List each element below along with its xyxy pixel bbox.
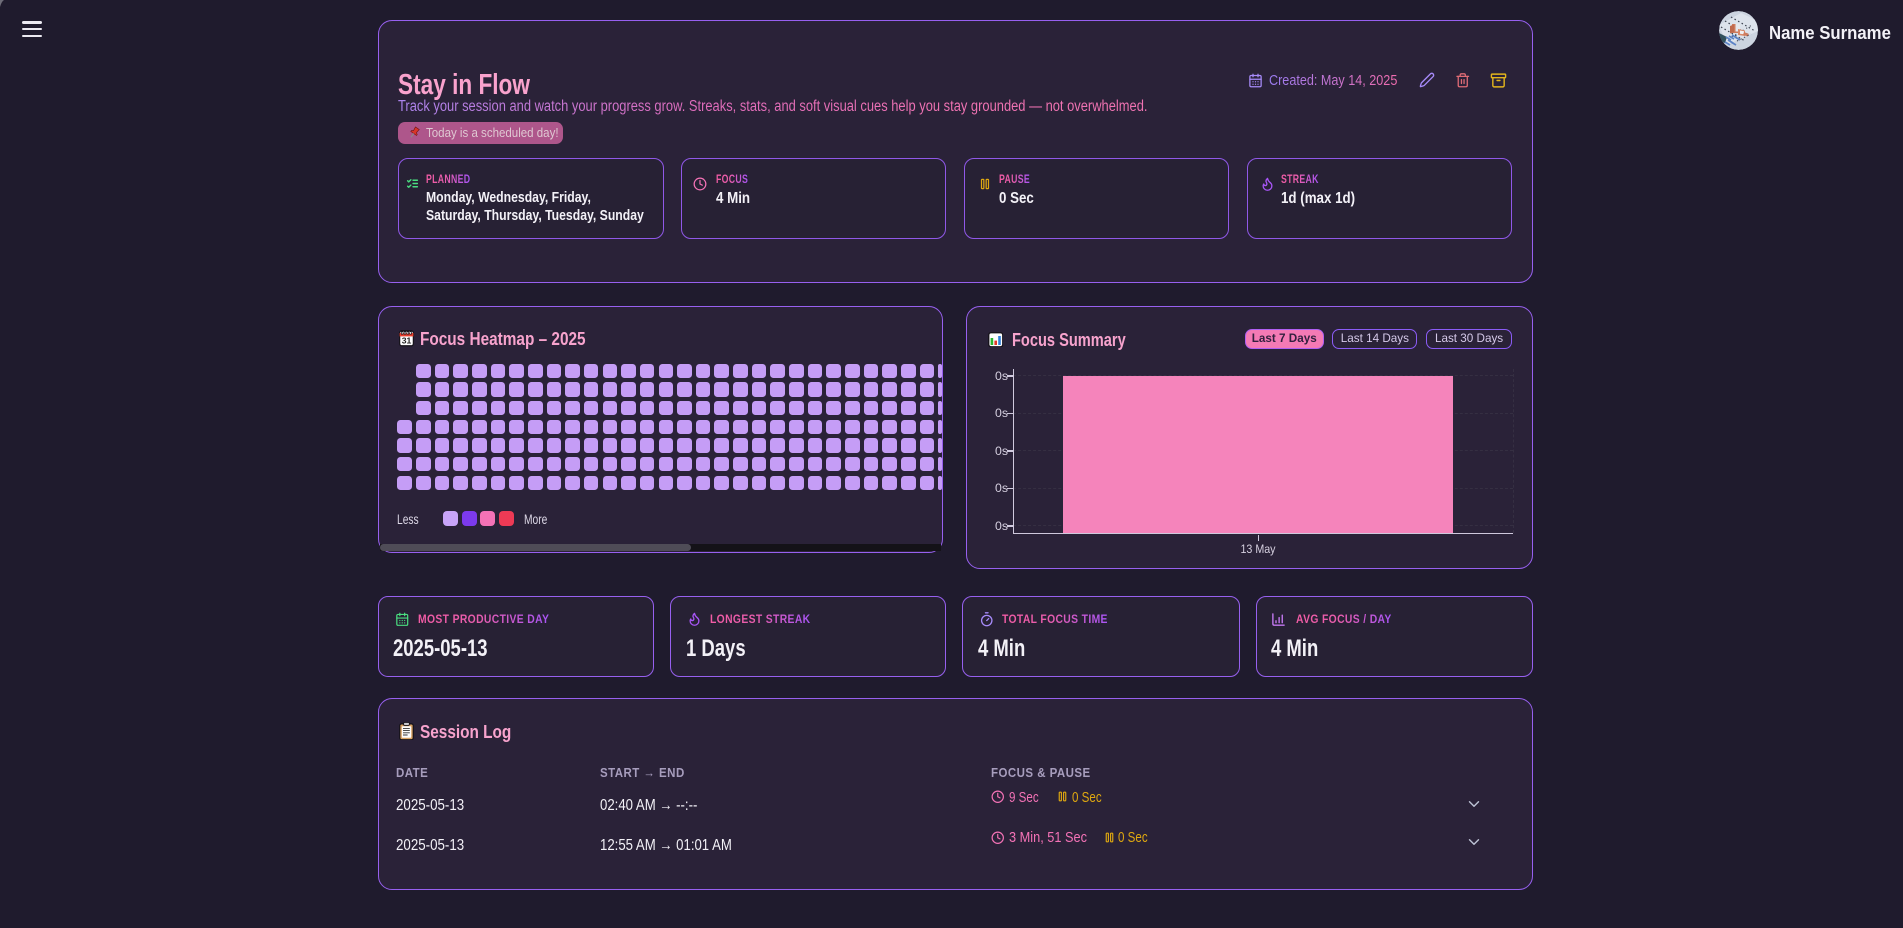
svg-text:31: 31: [401, 336, 411, 346]
